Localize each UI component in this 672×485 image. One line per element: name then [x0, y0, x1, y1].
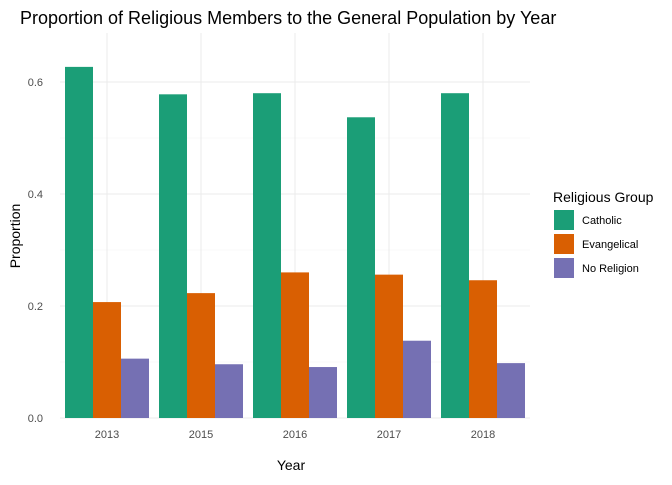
- bar-no-religion-2015: [215, 364, 243, 418]
- x-tick-label: 2018: [471, 429, 495, 441]
- bar-catholic-2013: [65, 66, 93, 418]
- x-axis: 2013 2015 2016 2017 2018: [95, 429, 495, 441]
- legend-title: Religious Group: [553, 189, 654, 205]
- y-axis-title: Proportion: [7, 204, 23, 269]
- y-tick-label: 0.4: [28, 189, 43, 201]
- bar-no-religion-2016: [309, 367, 337, 418]
- bar-evangelical-2017: [375, 274, 403, 418]
- bar-catholic-2015: [159, 94, 187, 418]
- bar-no-religion-2018: [497, 363, 525, 418]
- legend-label: Catholic: [582, 215, 622, 227]
- chart-title: Proportion of Religious Members to the G…: [20, 8, 556, 28]
- bar-catholic-2018: [441, 93, 469, 418]
- legend-swatch-evangelical: [554, 234, 574, 254]
- bar-evangelical-2013: [93, 302, 121, 418]
- bar-catholic-2017: [347, 117, 375, 418]
- x-tick-label: 2017: [377, 429, 401, 441]
- bar-catholic-2016: [253, 93, 281, 418]
- bar-no-religion-2013: [121, 358, 149, 418]
- legend: Religious Group Catholic Evangelical No Re…: [553, 189, 654, 278]
- bars: [65, 66, 525, 418]
- bar-evangelical-2015: [187, 293, 215, 418]
- legend-label: No Religion: [582, 263, 639, 275]
- bar-no-religion-2017: [403, 340, 431, 418]
- bar-evangelical-2018: [469, 280, 497, 418]
- x-tick-label: 2015: [189, 429, 213, 441]
- legend-label: Evangelical: [582, 239, 638, 251]
- legend-swatch-catholic: [554, 210, 574, 230]
- y-tick-label: 0.6: [28, 77, 43, 89]
- x-tick-label: 2013: [95, 429, 119, 441]
- x-axis-title: Year: [277, 457, 306, 473]
- bar-evangelical-2016: [281, 272, 309, 418]
- legend-swatch-no-religion: [554, 258, 574, 278]
- y-tick-label: 0.2: [28, 301, 43, 313]
- y-axis: 0.0 0.2 0.4 0.6: [28, 77, 43, 425]
- y-tick-label: 0.0: [28, 413, 43, 425]
- x-tick-label: 2016: [283, 429, 307, 441]
